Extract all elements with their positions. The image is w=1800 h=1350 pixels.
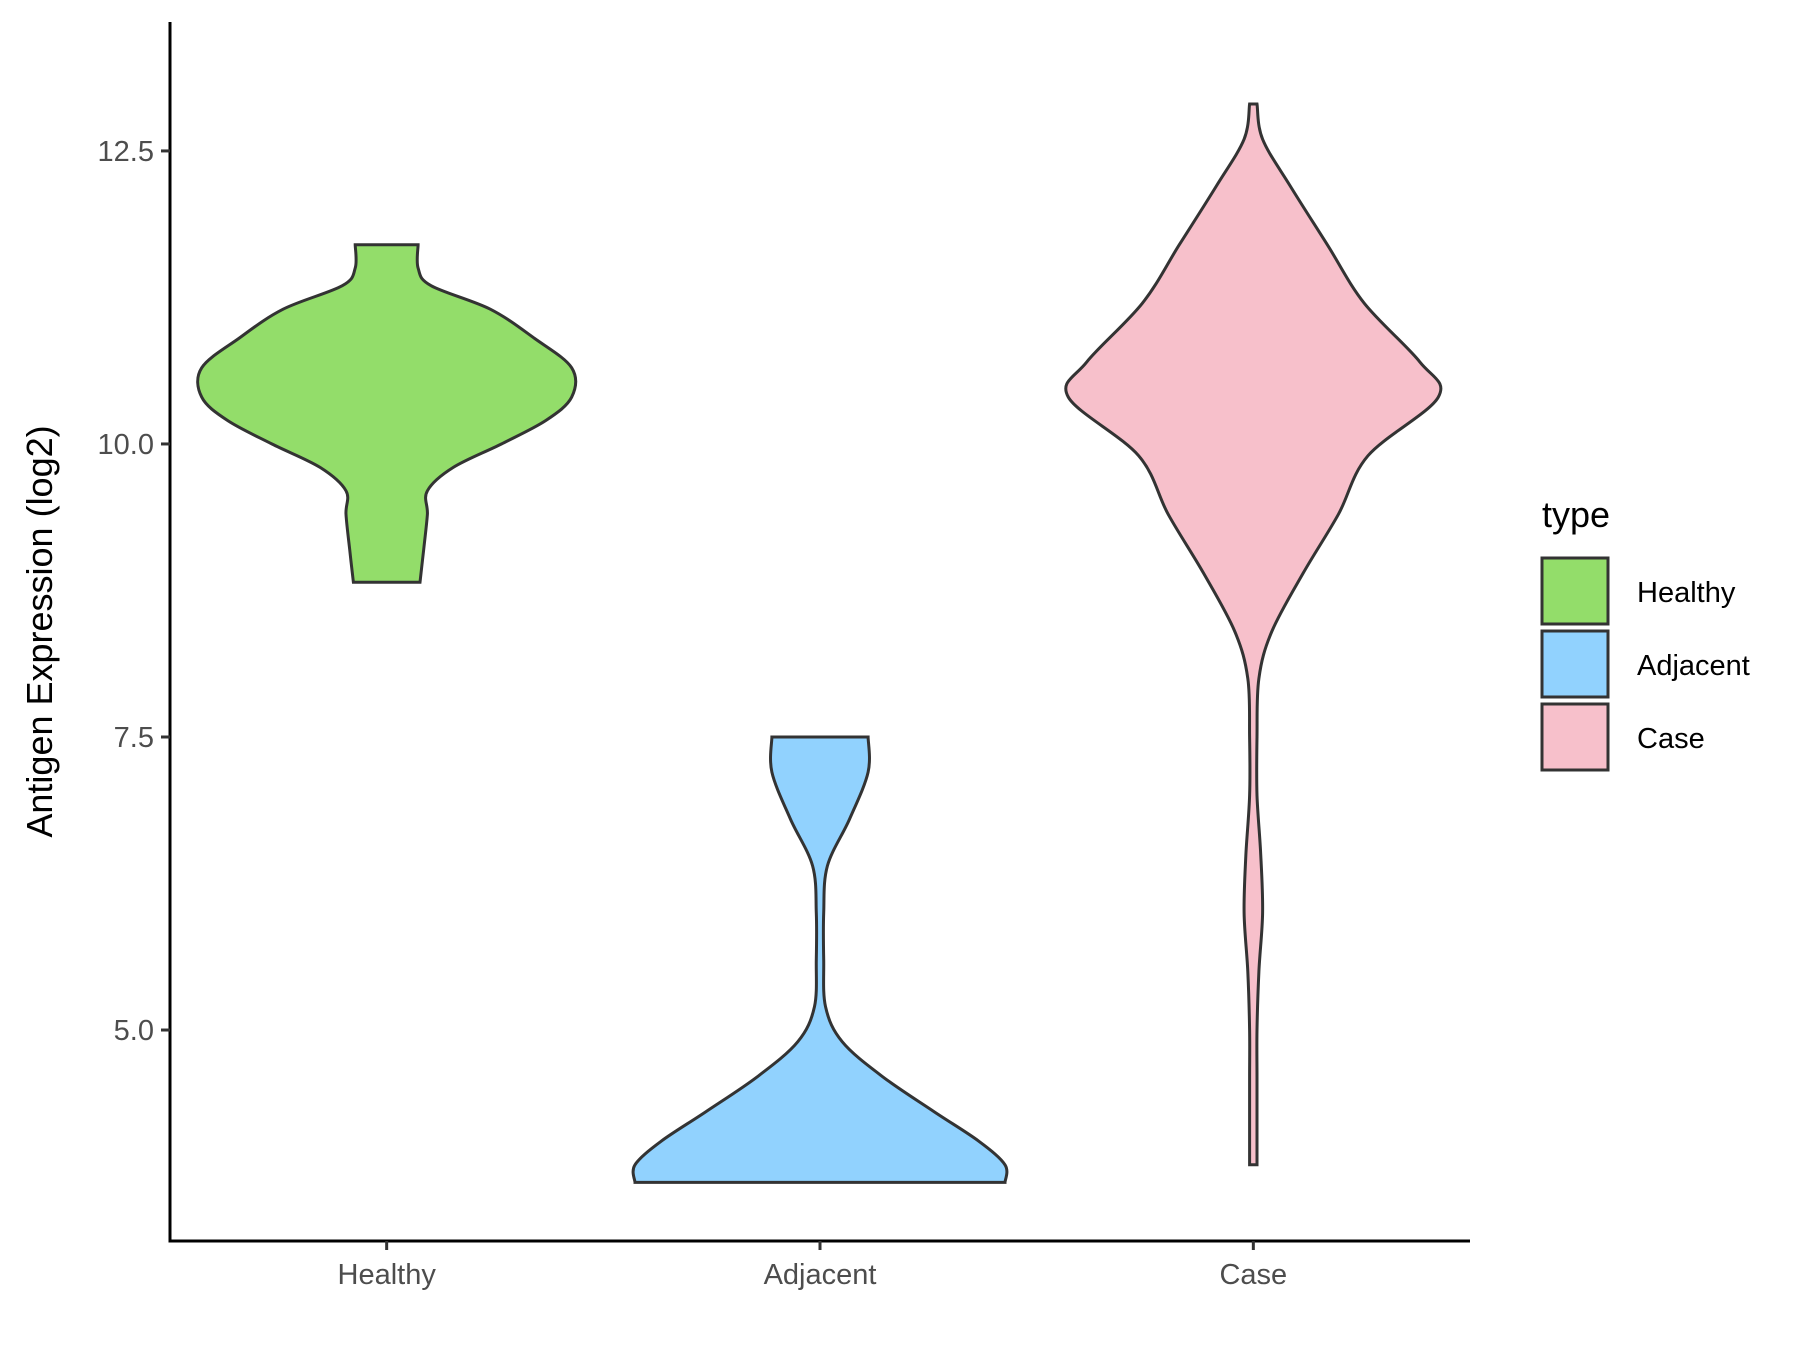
legend-label-case: Case — [1637, 723, 1705, 755]
x-tick-label: Adjacent — [764, 1259, 877, 1291]
violin-case — [1064, 102, 1443, 1167]
legend-key-healthy — [1540, 556, 1610, 626]
legend-key-case — [1540, 702, 1610, 772]
axes: 5.0 7.5 10.0 12.5 Healthy Adjacent Case — [98, 22, 1470, 1291]
y-tick-label: 7.5 — [114, 722, 154, 754]
violin-adjacent — [631, 735, 1009, 1184]
x-tick-label: Healthy — [338, 1259, 437, 1291]
legend-title: type — [1542, 494, 1610, 535]
y-tick-label: 10.0 — [98, 429, 154, 461]
y-axis-title: Antigen Expression (log2) — [19, 425, 60, 837]
legend-label-healthy: Healthy — [1637, 577, 1736, 609]
legend-key-adjacent — [1540, 629, 1610, 699]
violin-healthy — [196, 243, 578, 584]
legend-label-adjacent: Adjacent — [1637, 650, 1750, 682]
violin-layer — [196, 102, 1443, 1184]
y-tick-label: 12.5 — [98, 136, 154, 168]
legend: type Healthy Adjacent Case — [1540, 494, 1750, 772]
y-tick-label: 5.0 — [114, 1015, 154, 1047]
x-tick-label: Case — [1219, 1259, 1287, 1291]
